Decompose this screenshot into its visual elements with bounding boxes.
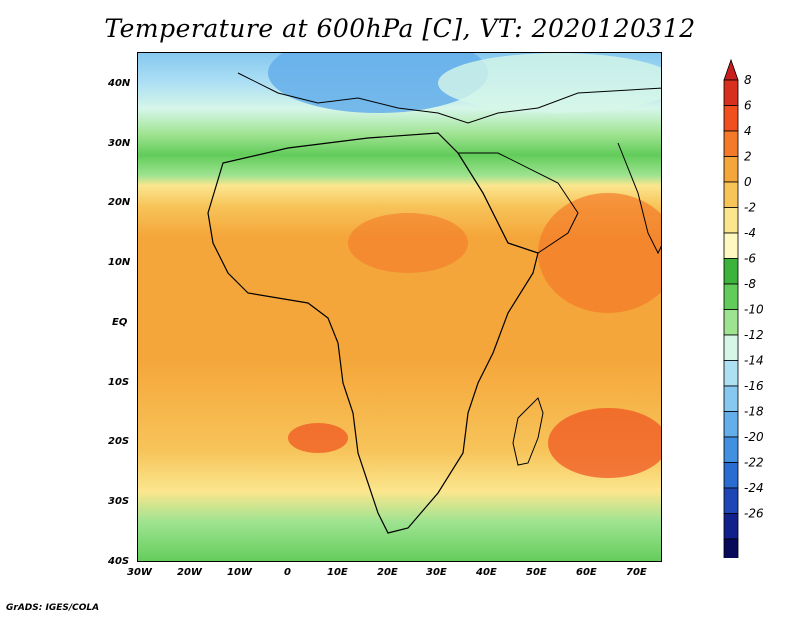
colorbar-label: -8 bbox=[744, 277, 756, 291]
colorbar-label: -16 bbox=[744, 379, 764, 393]
map-title: Temperature at 600hPa [C], VT: 202012031… bbox=[104, 14, 696, 43]
colorbar-label: -2 bbox=[744, 201, 756, 215]
y-tick-label: 20S bbox=[108, 436, 130, 447]
x-tick-label: 10E bbox=[327, 567, 348, 578]
warm-region bbox=[538, 193, 661, 313]
background-field bbox=[138, 53, 661, 561]
colorbar-label: 6 bbox=[744, 99, 752, 113]
colorbar-label: 8 bbox=[744, 73, 752, 87]
temperature-field bbox=[138, 53, 661, 561]
colorbar-top-arrow bbox=[723, 58, 739, 81]
cool-region bbox=[438, 53, 661, 113]
x-tick-label: 40E bbox=[476, 567, 497, 578]
colorbar-label: -14 bbox=[744, 354, 764, 368]
colorbar-segment bbox=[723, 79, 739, 106]
colorbar-label: 0 bbox=[744, 175, 752, 189]
cold-region bbox=[268, 53, 488, 113]
colorbar-label: -6 bbox=[744, 252, 756, 266]
y-tick-label: 30S bbox=[108, 496, 130, 507]
madagascar-outline bbox=[512, 397, 544, 466]
y-tick-label: 10S bbox=[108, 377, 130, 388]
y-tick-label: 20N bbox=[108, 197, 131, 208]
colorbar-segment bbox=[723, 360, 739, 387]
colorbar-segment bbox=[723, 538, 739, 558]
colorbar-segment bbox=[723, 232, 739, 259]
y-tick-label: 30N bbox=[108, 138, 131, 149]
x-tick-label: 20W bbox=[177, 567, 202, 578]
x-tick-label: 50E bbox=[526, 567, 547, 578]
colorbar-segment bbox=[723, 462, 739, 489]
y-tick-label: EQ bbox=[112, 317, 128, 328]
x-tick-label: 10W bbox=[227, 567, 252, 578]
warm-region bbox=[348, 213, 468, 273]
colorbar-segment bbox=[723, 181, 739, 208]
warm-region bbox=[548, 408, 661, 478]
x-tick-label: 30W bbox=[127, 567, 152, 578]
colorbar-segment bbox=[723, 334, 739, 361]
colorbar-label: -12 bbox=[744, 328, 764, 342]
colorbar-label: -10 bbox=[744, 303, 764, 317]
colorbar-label: -26 bbox=[744, 507, 764, 521]
arabia-outline bbox=[457, 152, 579, 254]
warm-region bbox=[288, 423, 348, 453]
colorbar-label: 2 bbox=[744, 150, 752, 164]
colorbar-label: 4 bbox=[744, 124, 752, 138]
colorbar-segment bbox=[723, 258, 739, 285]
colorbar-label: -4 bbox=[744, 226, 756, 240]
mediterranean-coast bbox=[237, 72, 661, 124]
x-tick-label: 20E bbox=[377, 567, 398, 578]
colorbar-segment bbox=[723, 487, 739, 514]
colorbar-segment bbox=[723, 513, 739, 540]
colorbar-segment bbox=[723, 411, 739, 438]
colorbar-label: -22 bbox=[744, 456, 764, 470]
colorbar: 8 6 4 2 0 -2 -4 -6 -8 -10 -12 -14 -16 -18 -20 -22 -24 -26 bbox=[723, 58, 764, 558]
x-tick-label: 0 bbox=[284, 567, 291, 578]
colorbar-label: -24 bbox=[744, 481, 764, 495]
colorbar-segment bbox=[723, 207, 739, 234]
colorbar-segment bbox=[723, 283, 739, 310]
colorbar-segment bbox=[723, 156, 739, 183]
colorbar-segment bbox=[723, 105, 739, 132]
footer-credit: GrADS: IGES/COLA bbox=[6, 603, 100, 613]
y-tick-label: 40S bbox=[108, 556, 130, 567]
x-tick-label: 70E bbox=[626, 567, 647, 578]
x-tick-label: 60E bbox=[576, 567, 597, 578]
y-tick-label: 10N bbox=[108, 257, 131, 268]
colorbar-label: -20 bbox=[744, 430, 764, 444]
india-outline bbox=[617, 142, 661, 255]
temperature-map bbox=[137, 52, 662, 562]
colorbar-segment bbox=[723, 309, 739, 336]
colorbar-segment bbox=[723, 385, 739, 412]
colorbar-label: -18 bbox=[744, 405, 764, 419]
colorbar-segment bbox=[723, 130, 739, 157]
colorbar-segment bbox=[723, 436, 739, 463]
x-tick-label: 30E bbox=[426, 567, 447, 578]
y-tick-label: 40N bbox=[108, 78, 131, 89]
